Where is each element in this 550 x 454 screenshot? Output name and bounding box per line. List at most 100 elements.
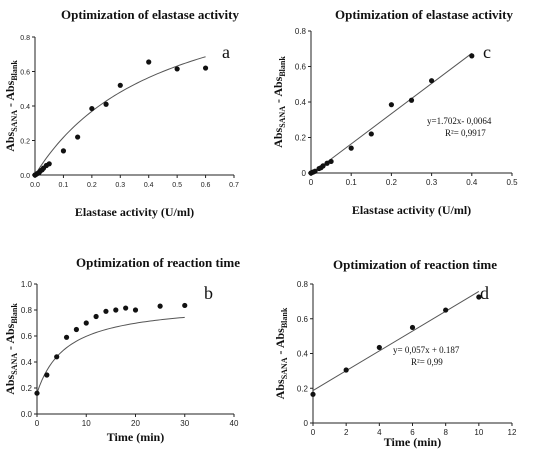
data-point [409,324,416,331]
panel-letter: c [483,42,491,62]
chart-title: Optimization of elastase activity [335,7,513,22]
fit-line [310,52,473,175]
y-axis-label-sub2: Blank [278,56,287,77]
y-tick-label: 0.4 [295,98,307,107]
data-point [60,148,67,154]
data-point [312,168,318,174]
x-tick-label: 0.0 [30,182,40,189]
y-axis-label-sub1: SANA [10,353,19,375]
y-tick-label: 0.2 [297,384,309,393]
x-axis-label: Elastase activity (U/ml) [352,203,471,217]
x-tick-label: 0.2 [87,182,97,189]
y-tick-label: 0.8 [295,27,307,36]
data-point [324,160,330,166]
data-point [123,305,129,311]
x-tick-label: 0.1 [346,178,358,187]
x-tick-label: 30 [180,419,189,428]
fit-r-squared: R²= 0,99 [411,357,443,367]
y-tick-label: 0.8 [21,306,33,315]
data-point [202,65,209,71]
y-axis-label-sub2: Blank [10,303,19,324]
y-axis-label-main: Abs [271,127,285,147]
y-tick-label: 0 [304,419,309,428]
y-tick-label: 1.0 [21,280,33,289]
data-point [117,82,123,88]
data-point [310,391,316,397]
data-point [429,78,435,84]
y-tick-label: 0.4 [20,104,30,111]
data-point [157,303,163,309]
chart-panel-c: Optimization of elastase activity 0 0.1 0.2… [271,7,518,217]
y-axis-label-main: Abs [3,131,17,151]
data-point [328,158,334,165]
x-axis-label: Time (min) [107,430,164,444]
data-point [46,161,52,167]
x-tick-label: 4 [377,428,382,437]
fit-equation: y=1.702x- 0,0064 [427,116,492,126]
y-axis-label-sub1: SANA [278,106,287,128]
fit-line [312,291,480,391]
data-point [443,307,449,313]
y-tick-label: 0.6 [297,315,309,324]
y-axis-label-mid: - Abs [3,80,17,110]
x-tick-label: 0.5 [172,182,182,189]
y-tick-label: 0.2 [295,134,307,143]
x-tick-label: 0 [35,419,40,428]
x-tick-label: 2 [344,428,349,437]
x-tick-label: 0.7 [229,182,239,189]
data-point [44,372,50,378]
data-point [34,390,40,396]
y-axis-label-sub2: Blank [10,60,19,81]
x-tick-label: 0.3 [115,182,125,189]
chart-title: Optimization of reaction time [76,255,240,270]
y-tick-label: 0.8 [20,35,30,42]
panel-letter: a [222,42,230,62]
panel-letter: d [480,283,489,303]
data-point [83,320,89,326]
fit-line [36,316,185,394]
y-axis-label: AbsSANA - AbsBlank [3,303,19,395]
x-tick-label: 0.3 [426,178,438,187]
data-point [174,66,180,72]
data-point [348,145,354,151]
data-point [182,302,188,309]
data-point [54,354,60,360]
data-point [89,105,95,112]
x-tick-label: 0.5 [506,178,518,187]
y-tick-label: 0.2 [21,384,33,393]
y-axis-label-mid: - Abs [273,328,287,358]
data-point [75,134,81,140]
data-point [343,367,349,373]
y-axis-label: AbsSANA - AbsBlank [3,60,19,152]
data-point [132,307,139,313]
y-axis-label-mid: - Abs [271,76,285,106]
data-point [73,326,79,333]
data-point [113,307,119,313]
y-tick-label: 0.4 [21,358,33,367]
x-tick-label: 0 [311,428,316,437]
chart-panel-a: Optimization of elastase activity 0.0 0.1 0… [3,7,239,219]
data-point [469,53,475,59]
data-point [103,101,109,107]
x-tick-label: 12 [508,428,517,437]
y-axis-label-main: Abs [3,374,17,394]
y-axis-label-sub2: Blank [280,307,289,328]
x-axis-label: Time (min) [384,435,441,449]
chart-panel-b: Optimization of reaction time 0 10 20 30 40 0.… [3,255,240,444]
y-tick-label: 0.0 [21,410,33,419]
x-tick-label: 0.6 [201,182,211,189]
y-tick-label: 0.0 [20,173,30,180]
x-tick-label: 0.2 [386,178,398,187]
y-axis-label-sub1: SANA [10,110,19,132]
x-tick-label: 6 [410,428,415,437]
data-point [63,334,70,340]
panel-letter: b [204,283,213,303]
x-tick-label: 0.4 [466,178,478,187]
x-tick-label: 10 [82,419,91,428]
data-point [146,59,152,65]
fit-line [34,56,206,176]
y-axis-label-main: Abs [273,379,287,399]
y-axis-label: AbsSANA - AbsBlank [273,307,289,399]
chart-title: Optimization of reaction time [333,257,497,272]
chart-panel-d: Optimization of reaction time 0 2 4 6 8 10 12 0 0… [273,257,517,449]
